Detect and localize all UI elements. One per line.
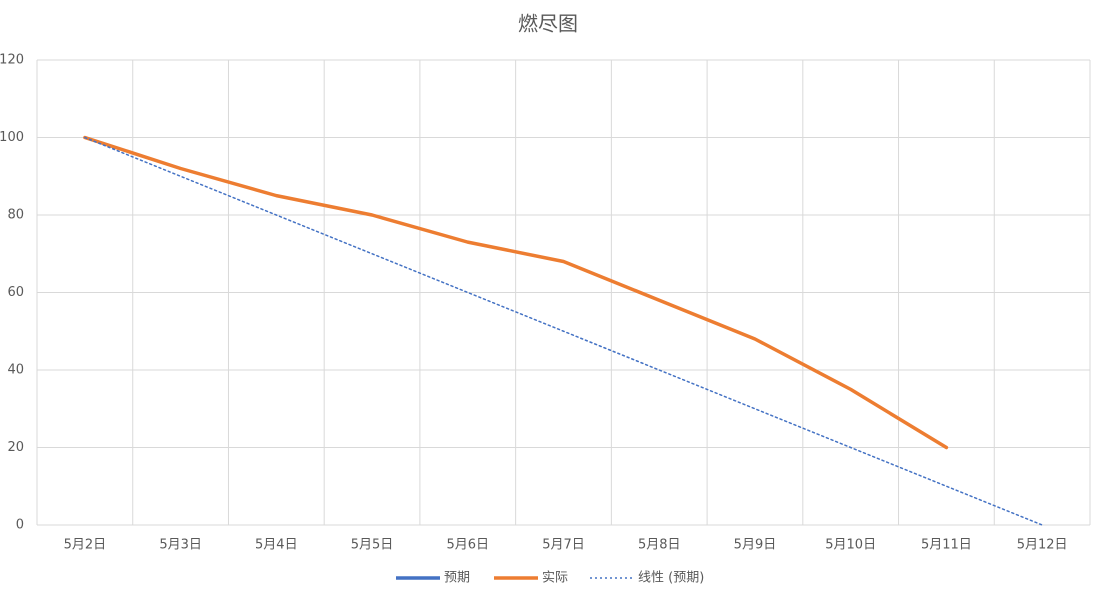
y-tick-label: 80 xyxy=(7,208,24,223)
x-tick-label: 5月10日 xyxy=(825,538,876,553)
x-tick-label: 5月9日 xyxy=(734,538,777,553)
y-tick-label: 0 xyxy=(16,518,24,533)
legend-label: 线性 (预期) xyxy=(638,571,704,586)
series-line xyxy=(83,135,949,450)
x-tick-label: 5月3日 xyxy=(159,538,202,553)
legend-label: 预期 xyxy=(444,571,470,586)
x-tick-label: 5月4日 xyxy=(255,538,298,553)
series-line xyxy=(84,136,1043,526)
x-tick-label: 5月11日 xyxy=(921,538,972,553)
y-tick-label: 60 xyxy=(7,285,24,300)
y-tick-label: 40 xyxy=(7,363,24,378)
x-tick-label: 5月6日 xyxy=(446,538,489,553)
chart-title: 燃尽图 xyxy=(518,12,578,36)
x-tick-label: 5月7日 xyxy=(542,538,585,553)
x-tick-label: 5月8日 xyxy=(638,538,681,553)
legend-label: 实际 xyxy=(542,571,568,586)
y-tick-label: 120 xyxy=(0,53,24,68)
y-tick-label: 20 xyxy=(7,440,24,455)
y-tick-label: 100 xyxy=(0,130,24,145)
x-tick-label: 5月2日 xyxy=(64,538,107,553)
x-tick-label: 5月5日 xyxy=(351,538,394,553)
x-tick-label: 5月12日 xyxy=(1017,538,1068,553)
